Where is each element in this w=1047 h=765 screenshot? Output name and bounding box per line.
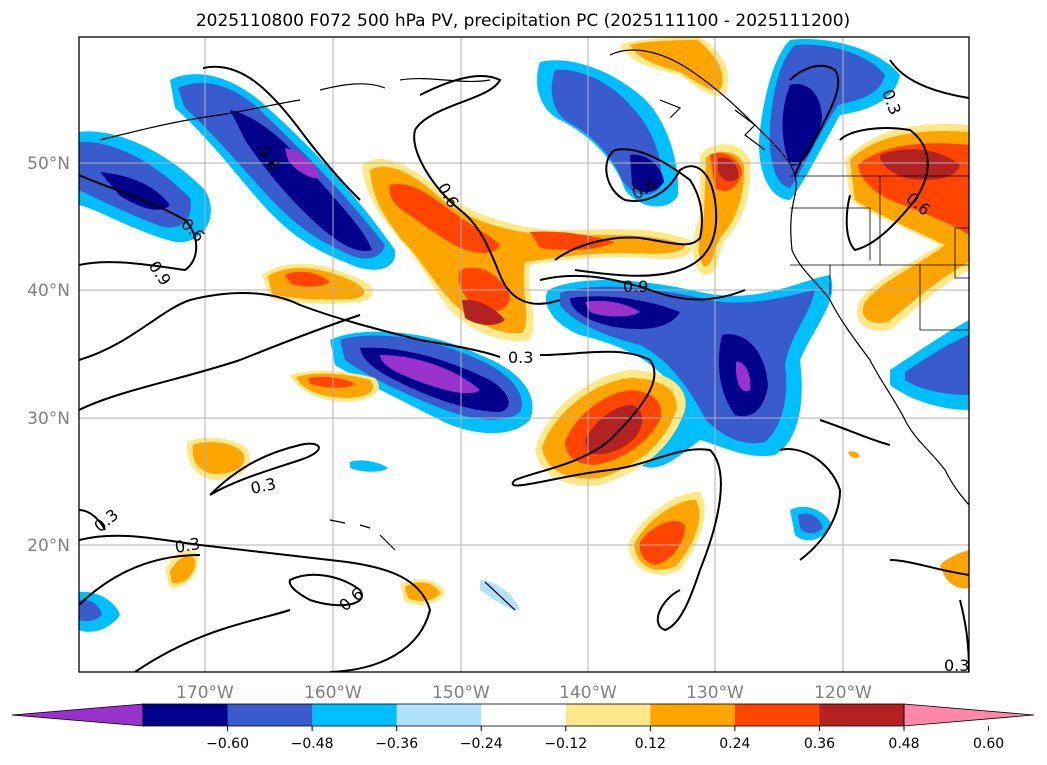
colorbar-tick-label: −0.60 <box>206 736 249 752</box>
map-frame <box>78 36 970 673</box>
colorbar-frame <box>142 703 905 727</box>
colorbar-segment <box>734 704 820 726</box>
lat-label: 40°N <box>27 281 70 301</box>
coastlines <box>99 49 969 611</box>
colorbar-tick-label: 0.24 <box>719 736 750 752</box>
lat-label: 30°N <box>27 409 70 429</box>
graticule <box>79 37 969 672</box>
colorbar-extend-high <box>903 703 1035 727</box>
latitude-labels: 50°N 40°N 30°N 20°N <box>27 154 70 556</box>
lon-label: 130°W <box>686 683 744 703</box>
map-title: 2025110800 F072 500 hPa PV, precipitatio… <box>196 11 850 31</box>
colorbar: −0.60 −0.48 −0.36 −0.24 −0.12 0.12 0.24 0.36 0.4… <box>11 703 1035 752</box>
colorbar-tick-label: −0.36 <box>375 736 418 752</box>
colorbar-segment <box>565 704 651 726</box>
colorbar-segment <box>819 704 905 726</box>
colorbar-segment <box>143 704 229 726</box>
contour-label: 0.3 <box>944 656 969 675</box>
colorbar-segment <box>312 704 398 726</box>
colorbar-tick-label: 0.12 <box>635 736 666 752</box>
colorbar-segment <box>481 704 567 726</box>
lon-label: 120°W <box>814 683 872 703</box>
colorbar-segment <box>396 704 482 726</box>
longitude-labels: 170°W 160°W 150°W 140°W 130°W 120°W <box>176 683 872 703</box>
contour-label: 0.3 <box>249 474 278 498</box>
contour-label: 0.3 <box>173 534 201 557</box>
colorbar-segment <box>227 704 313 726</box>
colorbar-tick-label: −0.24 <box>460 736 503 752</box>
lon-label: 160°W <box>304 683 362 703</box>
contour-label: 0.9 <box>623 277 648 296</box>
colorbar-tick-label: 0.48 <box>888 736 919 752</box>
map-panel: 0.6 0.9 0.6 0.6 0.9 0.6 0.3 0.3 0.3 0.3 … <box>78 36 970 675</box>
lat-label: 50°N <box>27 154 70 174</box>
negative-pv-shading <box>79 39 969 632</box>
pv-contours <box>79 59 969 672</box>
lat-label: 20°N <box>27 536 70 556</box>
colorbar-extend-low <box>11 703 144 727</box>
colorbar-tick-label: −0.12 <box>544 736 587 752</box>
colorbar-segment <box>650 704 736 726</box>
lon-label: 170°W <box>176 683 234 703</box>
contour-label: 0.3 <box>508 348 533 367</box>
lon-label: 140°W <box>559 683 617 703</box>
colorbar-tick-label: 0.60 <box>973 736 1004 752</box>
colorbar-tick-label: −0.48 <box>291 736 334 752</box>
lon-label: 150°W <box>432 683 490 703</box>
colorbar-tick-label: 0.36 <box>804 736 835 752</box>
